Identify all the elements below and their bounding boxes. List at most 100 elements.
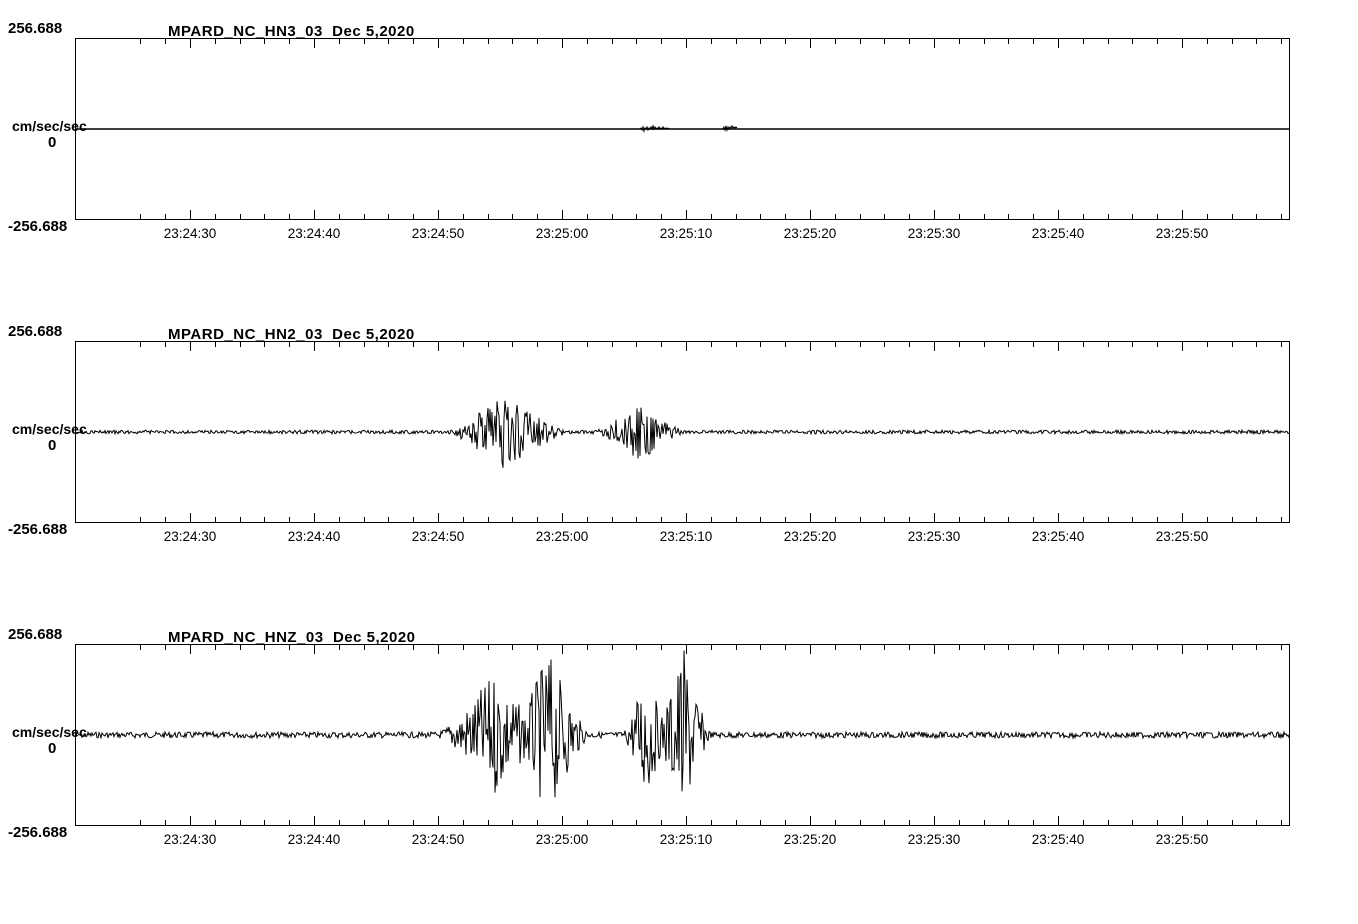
x-axis-tick-label: 23:25:30	[908, 529, 961, 544]
tick-mark	[612, 820, 613, 826]
tick-mark	[636, 820, 637, 826]
tick-mark	[612, 214, 613, 220]
tick-mark	[1256, 820, 1257, 826]
tick-mark	[562, 210, 563, 220]
tick-mark	[537, 341, 538, 347]
tick-mark	[289, 214, 290, 220]
tick-mark	[736, 214, 737, 220]
tick-mark	[1182, 513, 1183, 523]
tick-mark	[835, 341, 836, 347]
tick-mark	[240, 820, 241, 826]
tick-mark	[1281, 214, 1282, 220]
tick-mark	[711, 517, 712, 523]
tick-mark	[438, 816, 439, 826]
x-axis-tick-label: 23:25:30	[908, 226, 961, 241]
x-axis-tick-label: 23:24:50	[412, 832, 465, 847]
tick-mark	[512, 214, 513, 220]
tick-mark	[909, 38, 910, 44]
x-axis-tick-label: 23:25:40	[1032, 529, 1085, 544]
tick-mark	[537, 820, 538, 826]
tick-mark	[339, 517, 340, 523]
tick-mark	[884, 517, 885, 523]
tick-mark	[165, 38, 166, 44]
panel-hn3: MPARD_NC_HN3_03 Dec 5,2020 256.688 -256.…	[0, 0, 1358, 300]
tick-mark	[562, 38, 563, 48]
x-axis-tick-label: 23:25:30	[908, 832, 961, 847]
tick-mark	[1157, 820, 1158, 826]
tick-mark	[711, 820, 712, 826]
tick-mark	[413, 820, 414, 826]
x-axis-tick-label: 23:25:40	[1032, 226, 1085, 241]
tick-mark	[934, 341, 935, 351]
tick-mark	[959, 214, 960, 220]
tick-mark	[785, 517, 786, 523]
tick-mark	[339, 341, 340, 347]
tick-mark	[1008, 38, 1009, 44]
tick-mark	[984, 820, 985, 826]
tick-mark	[289, 644, 290, 650]
tick-mark	[711, 341, 712, 347]
tick-mark	[1157, 517, 1158, 523]
tick-mark	[463, 38, 464, 44]
tick-mark	[760, 214, 761, 220]
tick-mark	[1083, 341, 1084, 347]
tick-mark	[760, 38, 761, 44]
tick-mark	[140, 38, 141, 44]
tick-mark	[1033, 214, 1034, 220]
tick-mark	[190, 644, 191, 654]
tick-mark	[488, 38, 489, 44]
tick-mark	[1058, 644, 1059, 654]
tick-mark	[215, 517, 216, 523]
tick-mark	[810, 816, 811, 826]
tick-mark	[1157, 214, 1158, 220]
x-axis-tick-label: 23:24:30	[164, 226, 217, 241]
x-axis-tick-label: 23:24:50	[412, 529, 465, 544]
tick-mark	[1033, 38, 1034, 44]
tick-mark	[512, 341, 513, 347]
tick-mark	[1182, 38, 1183, 48]
tick-mark	[165, 517, 166, 523]
tick-mark	[909, 517, 910, 523]
tick-mark	[1232, 517, 1233, 523]
tick-mark	[388, 341, 389, 347]
tick-mark	[1132, 517, 1133, 523]
x-axis-tick-label: 23:25:00	[536, 226, 589, 241]
tick-mark	[488, 214, 489, 220]
tick-mark	[215, 38, 216, 44]
y-top-label-hnz: 256.688	[8, 626, 62, 643]
y-top-label-hn2: 256.688	[8, 323, 62, 340]
tick-mark	[835, 517, 836, 523]
x-axis-tick-label: 23:24:50	[412, 226, 465, 241]
tick-mark	[835, 38, 836, 44]
tick-mark	[959, 517, 960, 523]
tick-mark	[984, 644, 985, 650]
tick-mark	[314, 816, 315, 826]
tick-mark	[636, 517, 637, 523]
tick-mark	[1008, 820, 1009, 826]
tick-mark	[612, 644, 613, 650]
tick-mark	[1058, 210, 1059, 220]
tick-mark	[364, 644, 365, 650]
tick-mark	[810, 513, 811, 523]
tick-mark	[810, 38, 811, 48]
tick-mark	[934, 210, 935, 220]
tick-mark	[686, 644, 687, 654]
tick-mark	[785, 341, 786, 347]
tick-mark	[1033, 644, 1034, 650]
tick-mark	[1132, 214, 1133, 220]
tick-mark	[1083, 644, 1084, 650]
tick-mark	[562, 341, 563, 351]
tick-mark	[909, 644, 910, 650]
tick-mark	[140, 644, 141, 650]
y-zero-label-hnz: 0	[48, 740, 56, 757]
tick-mark	[736, 517, 737, 523]
tick-mark	[785, 644, 786, 650]
tick-mark	[537, 517, 538, 523]
tick-mark	[1182, 816, 1183, 826]
tick-mark	[661, 820, 662, 826]
tick-mark	[339, 214, 340, 220]
tick-mark	[984, 38, 985, 44]
tick-mark	[364, 38, 365, 44]
tick-mark	[264, 644, 265, 650]
tick-mark	[562, 513, 563, 523]
